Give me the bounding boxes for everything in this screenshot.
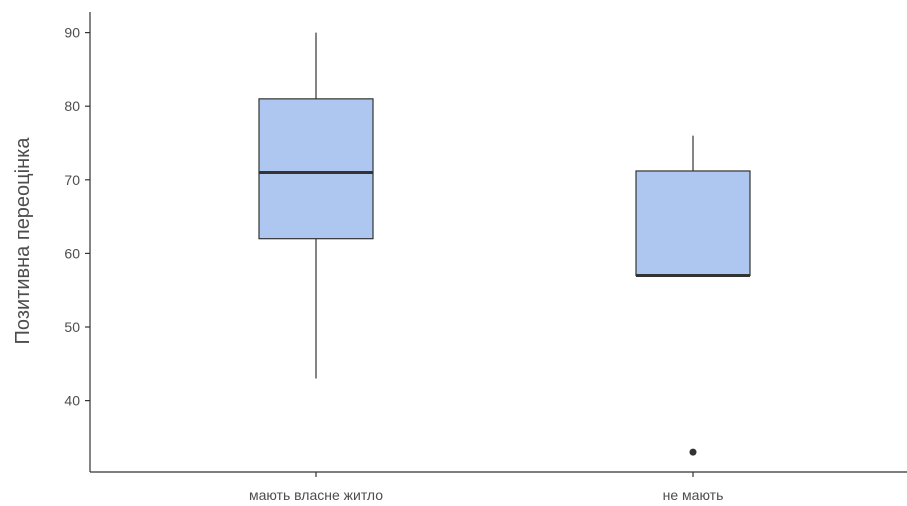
y-tick-label: 50 (64, 319, 80, 335)
x-tick-label: мають власне житло (249, 487, 383, 503)
outlier-point (689, 448, 697, 456)
x-tick-label: не мають (663, 487, 724, 503)
y-tick-label: 90 (64, 25, 80, 41)
y-tick-label: 40 (64, 393, 80, 409)
y-axis-title: Позитивна переоцінка (12, 137, 34, 345)
y-tick-label: 60 (64, 245, 80, 261)
plot-marks (258, 32, 751, 456)
y-tick-label: 70 (64, 172, 80, 188)
box (258, 98, 374, 240)
box (635, 170, 751, 277)
y-tick-label: 80 (64, 98, 80, 114)
axes: 40 50 60 70 80 90 мають власне житло не мають (64, 12, 907, 503)
